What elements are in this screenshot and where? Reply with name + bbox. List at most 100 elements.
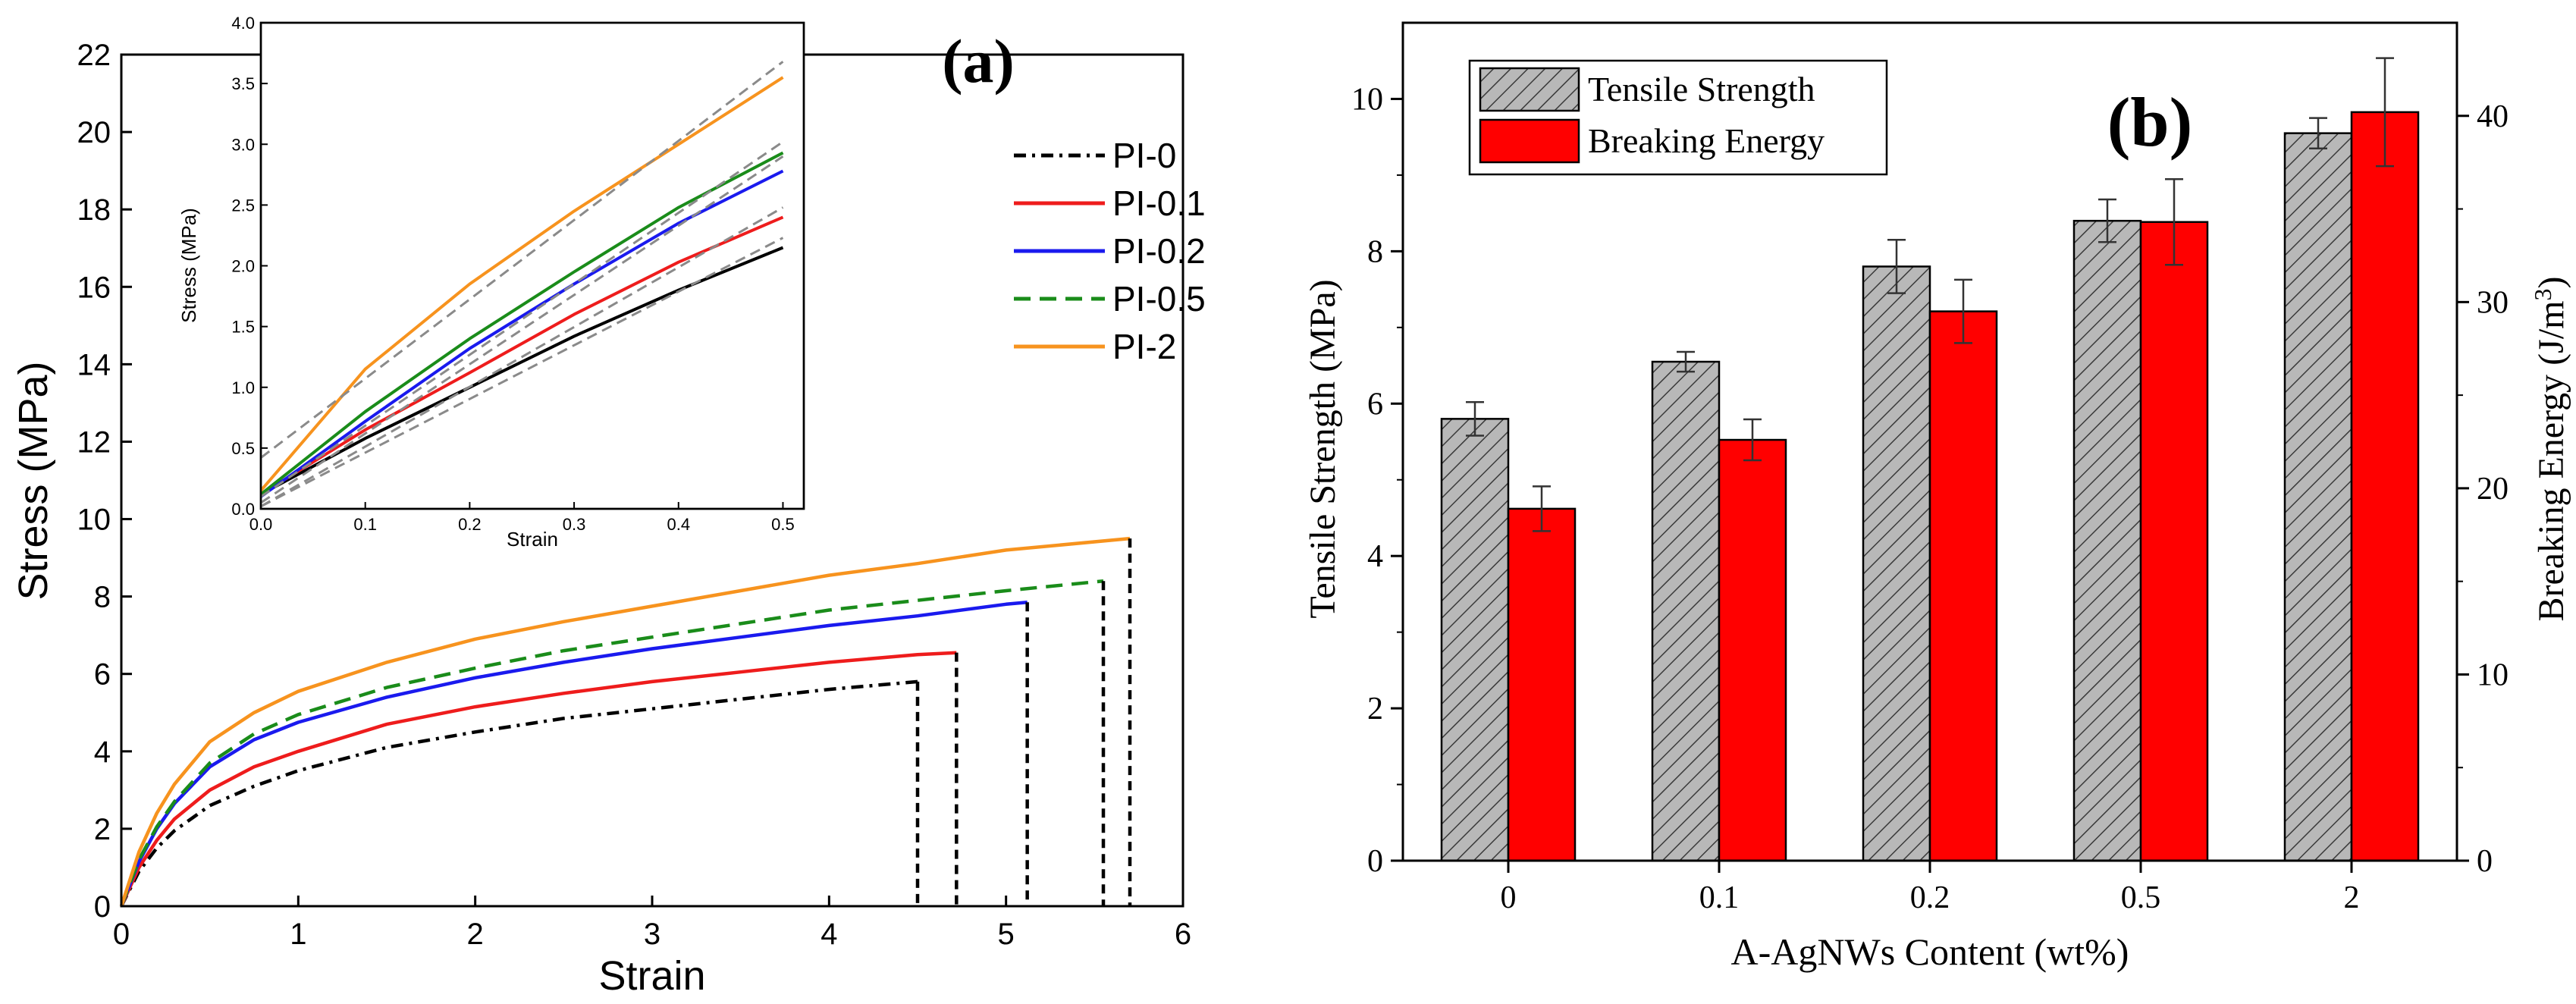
- legend-item: PI-0: [1014, 136, 1176, 175]
- y-tick-label-left: 10: [1351, 82, 1383, 117]
- y-tick-label: 16: [77, 271, 111, 304]
- panel-label-a: (a): [942, 27, 1015, 96]
- y-tick-label-right: 40: [2477, 99, 2509, 134]
- bar-energy: [1507, 507, 1577, 862]
- inset-x-tick-label: 0.0: [249, 515, 273, 534]
- series-line-PI-0.2: [119, 601, 1028, 907]
- inset-y-tick-label: 2.0: [231, 257, 255, 276]
- inset-fit-PI-2: [261, 61, 784, 459]
- x-tick-label-b: 0.5: [2121, 880, 2161, 915]
- y-tick-label: 18: [77, 193, 111, 227]
- legend-b: Tensile Strength Breaking Energy: [1468, 59, 1888, 176]
- x-axis-label-b: A-AgNWs Content (wt%): [1731, 930, 2129, 973]
- inset-fit-PI-0.2: [261, 155, 784, 504]
- legend-item: PI-2: [1014, 327, 1176, 366]
- y-tick-label: 2: [94, 813, 111, 846]
- inset-y-tick-label: 0.0: [231, 500, 255, 519]
- legend-label: PI-0.1: [1112, 184, 1206, 223]
- x-tick-label: 6: [1175, 918, 1191, 951]
- inset-series-PI-0.5: [261, 151, 784, 496]
- inset-y-tick-label: 1.0: [231, 378, 255, 397]
- y-tick-label: 10: [77, 504, 111, 537]
- inset-x-tick-label: 0.2: [458, 515, 482, 534]
- bar-energy: [2139, 221, 2209, 862]
- panel-label-b: (b): [2107, 83, 2192, 161]
- inset-y-axis-label: Stress (MPa): [177, 208, 200, 323]
- inset-y-tick-label: 0.5: [231, 439, 255, 458]
- bar-tensile: [1862, 265, 1931, 862]
- x-tick-label: 5: [998, 918, 1015, 951]
- x-tick-label: 3: [644, 918, 660, 951]
- y-tick-label-right: 20: [2477, 472, 2509, 507]
- inset-x-tick-label: 0.1: [353, 515, 377, 534]
- legend-item: PI-0.5: [1014, 279, 1206, 318]
- legend-label: PI-0.2: [1112, 231, 1206, 271]
- inset-x-axis-label: Strain: [507, 528, 558, 551]
- y-tick-label-left: 8: [1367, 234, 1383, 269]
- legend-swatch-b: [1479, 118, 1580, 164]
- bar-tensile: [2283, 132, 2353, 862]
- y-axis-label-left: Tensile Strength (MPa): [1303, 279, 1343, 618]
- x-tick-label: 4: [820, 918, 837, 951]
- y-tick-label-right: 0: [2477, 844, 2493, 879]
- x-tick-label-b: 0: [1501, 880, 1517, 915]
- inset-fit-PI-0.1: [261, 206, 784, 508]
- series-group: [119, 536, 1132, 908]
- y-axis-label: Stress (MPa): [11, 361, 56, 600]
- series-line-PI-2: [119, 536, 1131, 907]
- y-tick-label: 0: [94, 890, 111, 924]
- legend: PI-0 PI-0.1 PI-0.2 PI-0.5 PI-2: [1014, 136, 1206, 366]
- series-line-PI-0: [119, 679, 918, 908]
- legend-label: PI-2: [1112, 327, 1176, 366]
- y-tick-label: 20: [77, 116, 111, 149]
- legend-label: PI-0: [1112, 136, 1176, 175]
- series-line-PI-0.5: [119, 579, 1104, 907]
- y-tick-label: 22: [77, 39, 111, 72]
- y-tick-label-left: 2: [1367, 692, 1383, 726]
- x-axis-label: Strain: [598, 953, 705, 999]
- legend-label: PI-0.5: [1112, 279, 1206, 318]
- y-tick-label-right: 10: [2477, 657, 2509, 692]
- x-tick-label: 0: [113, 918, 130, 951]
- y-tick-label-left: 6: [1367, 387, 1383, 422]
- inset-series-PI-2: [261, 76, 784, 492]
- inset-x-tick-label: 0.4: [667, 515, 690, 534]
- inset-fit-PI-0.5: [261, 140, 784, 498]
- y-tick-label: 8: [94, 581, 111, 614]
- x-tick-label: 1: [290, 918, 306, 951]
- y-tick-label-left: 0: [1367, 844, 1383, 879]
- inset-y-tick-label: 3.0: [231, 135, 255, 154]
- x-tick-label-b: 2: [2344, 880, 2360, 915]
- y-tick-label: 14: [77, 348, 111, 381]
- bar-tensile: [1440, 418, 1510, 862]
- legend-swatch-b: [1479, 67, 1580, 112]
- inset-chart: 0.0 0.1 0.2 0.3 0.4 0.5 0.0 0.5 1.0 1.5 2.0 2.5 3.0 3…: [177, 14, 805, 551]
- inset-y-tick-label: 3.5: [231, 74, 255, 93]
- inset-fit-PI-0: [261, 237, 784, 508]
- inset-y-tick-label: 4.0: [231, 14, 255, 33]
- bar-energy: [1928, 310, 1998, 862]
- y-tick-label: 12: [77, 425, 111, 459]
- y-axis-label-right: Breaking Energy (J/m3): [2529, 276, 2571, 621]
- inset-series-PI-0.1: [261, 215, 784, 496]
- legend-item-b: Tensile Strength: [1479, 67, 1815, 112]
- legend-item-b: Breaking Energy: [1479, 118, 1825, 164]
- inset-y-tick-label: 2.5: [231, 196, 255, 215]
- inset-x-tick-label: 0.5: [771, 515, 795, 534]
- bar-tensile: [1651, 360, 1721, 862]
- bar-tensile: [2072, 219, 2142, 862]
- y-tick-label: 4: [94, 736, 111, 769]
- y-tick-label-right: 30: [2477, 285, 2509, 320]
- inset-y-tick-label: 1.5: [231, 318, 255, 337]
- x-tick-label: 2: [467, 918, 484, 951]
- bar-energy: [1718, 438, 1787, 862]
- inset-frame: [259, 21, 805, 510]
- legend-item: PI-0.2: [1014, 231, 1206, 271]
- y-tick-label-left: 4: [1367, 539, 1383, 574]
- legend-label-b: Tensile Strength: [1588, 70, 1815, 108]
- legend-label-b: Breaking Energy: [1588, 121, 1825, 160]
- inset-x-tick-label: 0.3: [563, 515, 586, 534]
